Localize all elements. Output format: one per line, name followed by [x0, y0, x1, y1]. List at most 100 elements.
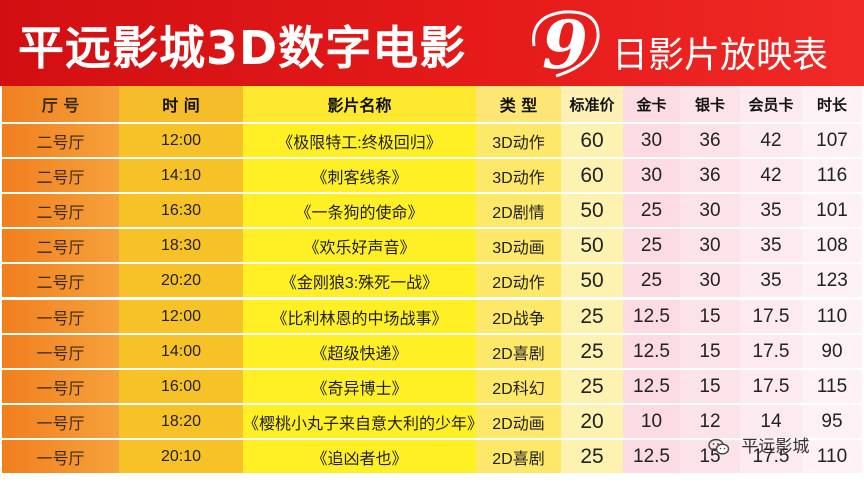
- cell-film-name: 《樱桃小丸子来自意大利的少年》: [243, 404, 476, 440]
- cell-film-name: 《刺客线条》: [243, 158, 476, 194]
- day-number: 9: [532, 6, 600, 80]
- cell-type: 2D科幻: [476, 369, 561, 405]
- cell-hall: 一号厅: [2, 404, 119, 440]
- table-header-row: 厅 号 时 间 影片名称 类 型 标准价 金卡 银卡 会员卡 时长: [2, 86, 862, 124]
- cell-time: 18:30: [119, 228, 243, 264]
- cell-hall: 一号厅: [2, 297, 119, 335]
- wechat-icon: [708, 438, 730, 455]
- cell-film-name: 《超级快递》: [243, 334, 476, 370]
- cell-duration: 107: [802, 123, 862, 159]
- cell-film-name: 《比利林恩的中场战事》: [243, 297, 476, 335]
- cell-film-name: 《奇异博士》: [243, 369, 476, 405]
- cell-standard-price: 20: [561, 404, 623, 440]
- cell-gold-card: 12.5: [623, 439, 680, 475]
- cell-gold-card: 25: [623, 193, 680, 229]
- cell-standard-price: 60: [561, 123, 623, 159]
- cell-duration: 110: [802, 439, 862, 475]
- cell-silver-card: 30: [680, 228, 740, 264]
- cell-type: 2D剧情: [476, 193, 561, 229]
- table-row: 二号厅 18:30 《欢乐好声音》 3D动画 50 25 30 35 108: [2, 228, 862, 264]
- table-row: 一号厅 18:20 《樱桃小丸子来自意大利的少年》 2D动画 20 10 12 14 95: [2, 404, 862, 440]
- cell-silver-card: 15: [680, 297, 740, 335]
- cell-silver-card: 15: [680, 334, 740, 370]
- header-silver-card: 银卡: [680, 86, 740, 124]
- cell-duration: 90: [802, 334, 862, 370]
- cell-member-card: 35: [740, 263, 802, 300]
- cell-silver-card: 12: [680, 404, 740, 440]
- cell-member-card: 42: [740, 158, 802, 194]
- cell-type: 2D喜剧: [476, 334, 561, 370]
- cell-silver-card: 30: [680, 193, 740, 229]
- cell-member-card: 17.5: [740, 334, 802, 370]
- cell-duration: 101: [802, 193, 862, 229]
- cell-film-name: 《欢乐好声音》: [243, 228, 476, 264]
- cell-member-card: 17.5: [740, 439, 802, 475]
- title-banner: 平远影城3D数字电影 9 日影片放映表: [0, 0, 864, 86]
- cell-silver-card: 15: [680, 369, 740, 405]
- cell-type: 3D动作: [476, 158, 561, 194]
- cell-hall: 二号厅: [2, 193, 119, 229]
- cell-type: 2D战争: [476, 297, 561, 335]
- cell-hall: 一号厅: [2, 334, 119, 370]
- watermark-text: 平远影城: [741, 437, 810, 457]
- cell-standard-price: 50: [561, 193, 623, 229]
- cell-time: 14:10: [119, 158, 243, 194]
- cell-time: 20:20: [119, 263, 243, 300]
- cell-duration: 123: [802, 263, 862, 300]
- cell-gold-card: 12.5: [623, 334, 680, 370]
- table-row: 二号厅 16:30 《一条狗的使命》 2D剧情 50 25 30 35 101: [2, 193, 862, 229]
- cell-gold-card: 25: [623, 228, 680, 264]
- cell-standard-price: 50: [561, 228, 623, 264]
- table-row: 二号厅 12:00 《极限特工:终极回归》 3D动作 60 30 36 42 107: [2, 123, 862, 159]
- cell-silver-card: 36: [680, 123, 740, 159]
- cell-silver-card: 15: [680, 439, 740, 475]
- cell-type: 3D动画: [476, 228, 561, 264]
- cell-hall: 二号厅: [2, 158, 119, 194]
- cell-standard-price: 25: [561, 369, 623, 405]
- cinema-title: 平远影城3D数字电影: [18, 21, 467, 75]
- table-row: 二号厅 14:10 《刺客线条》 3D动作 60 30 36 42 116: [2, 158, 862, 194]
- cell-member-card: 35: [740, 193, 802, 229]
- cell-film-name: 《一条狗的使命》: [243, 193, 476, 229]
- cell-duration: 115: [802, 369, 862, 405]
- cell-gold-card: 10: [623, 404, 680, 440]
- cell-member-card: 17.5: [740, 297, 802, 335]
- cell-duration: 95: [802, 404, 862, 440]
- cell-member-card: 35: [740, 228, 802, 264]
- cell-hall: 一号厅: [2, 439, 119, 475]
- day-number-text: 9: [542, 6, 588, 80]
- table-row: 一号厅 12:00 《比利林恩的中场战事》 2D战争 25 12.5 15 17.5 110: [2, 297, 862, 335]
- cell-gold-card: 30: [623, 158, 680, 194]
- cell-silver-card: 30: [680, 263, 740, 300]
- cell-hall: 二号厅: [2, 228, 119, 264]
- schedule-subtitle: 日影片放映表: [612, 35, 829, 76]
- schedule-table: 厅 号 时 间 影片名称 类 型 标准价 金卡 银卡 会员卡 时长 二号厅 12:…: [2, 86, 862, 475]
- cell-gold-card: 12.5: [623, 369, 680, 405]
- cell-standard-price: 25: [561, 297, 623, 335]
- cell-type: 2D动画: [476, 404, 561, 440]
- header-film-name: 影片名称: [243, 86, 476, 124]
- cell-standard-price: 60: [561, 158, 623, 194]
- header-duration: 时长: [802, 86, 862, 124]
- cell-standard-price: 25: [561, 439, 623, 475]
- table-row: 一号厅 16:00 《奇异博士》 2D科幻 25 12.5 15 17.5 115: [2, 369, 862, 405]
- cell-duration: 108: [802, 228, 862, 264]
- cell-standard-price: 25: [561, 334, 623, 370]
- table-row: 一号厅 20:10 《追凶者也》 2D喜剧 25 12.5 15 17.5 110: [2, 439, 862, 475]
- cell-gold-card: 30: [623, 123, 680, 159]
- cell-film-name: 《极限特工:终极回归》: [243, 123, 476, 159]
- cell-type: 2D动作: [476, 263, 561, 300]
- cell-member-card: 17.5: [740, 369, 802, 405]
- cell-time: 12:00: [119, 123, 243, 159]
- cell-member-card: 42: [740, 123, 802, 159]
- cell-hall: 二号厅: [2, 123, 119, 159]
- header-type: 类 型: [476, 86, 561, 124]
- cell-hall: 二号厅: [2, 263, 119, 300]
- cell-time: 12:00: [119, 297, 243, 335]
- cell-time: 14:00: [119, 334, 243, 370]
- cell-silver-card: 36: [680, 158, 740, 194]
- table-row: 二号厅 20:20 《金刚狼3:殊死一战》 2D动作 50 25 30 35 123: [2, 263, 862, 300]
- cell-type: 3D动作: [476, 123, 561, 159]
- cell-film-name: 《金刚狼3:殊死一战》: [243, 263, 476, 300]
- cell-standard-price: 50: [561, 263, 623, 300]
